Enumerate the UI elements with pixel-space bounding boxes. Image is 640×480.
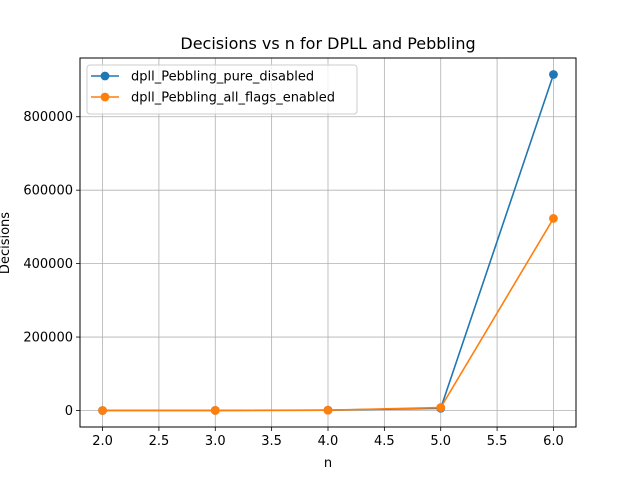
data-point — [210, 406, 220, 415]
y-tick-label: 200000 — [23, 331, 73, 346]
x-tick-label: 2.0 — [92, 434, 113, 449]
x-tick-label: 5.0 — [430, 434, 451, 449]
legend-item: dpll_Pebbling_pure_disabled — [91, 70, 314, 85]
y-axis-label: Decisions — [0, 212, 13, 274]
series-2 — [98, 214, 558, 415]
series-lines — [98, 70, 558, 415]
legend-box — [86, 64, 358, 115]
plot-frame — [79, 57, 577, 428]
y-tick-label: 0 — [65, 404, 73, 419]
y-tick-label: 600000 — [23, 184, 73, 199]
legend-marker — [100, 92, 110, 102]
data-point — [549, 70, 558, 79]
x-tick-label: 3.0 — [205, 434, 226, 449]
x-tick-label: 6.0 — [543, 434, 564, 449]
y-tick-label: 800000 — [23, 110, 73, 125]
legend-item: dpll_Pebbling_all_flags_enabled — [91, 91, 335, 106]
x-tick-label: 2.5 — [149, 434, 170, 449]
legend-items: dpll_Pebbling_pure_disabled dpll_Pebbling… — [91, 70, 335, 106]
legend-marker — [100, 71, 110, 81]
x-axis-label: n — [324, 456, 332, 471]
y-axis-ticks: 0 200000 400000 600000 800000 — [23, 110, 80, 419]
chart-title: Decisions vs n for DPLL and Pebbling — [180, 34, 475, 53]
legend-label: dpll_Pebbling_all_flags_enabled — [131, 91, 335, 106]
legend-label: dpll_Pebbling_pure_disabled — [131, 70, 314, 85]
legend: dpll_Pebbling_pure_disabled dpll_Pebbling… — [86, 64, 358, 115]
data-point — [549, 214, 558, 223]
x-tick-label: 3.5 — [261, 434, 282, 449]
data-point — [98, 406, 107, 415]
x-tick-label: 4.0 — [318, 434, 339, 449]
x-tick-label: 5.5 — [487, 434, 508, 449]
y-tick-label: 400000 — [23, 257, 73, 272]
x-axis-ticks: 2.0 2.5 3.0 3.5 4.0 4.5 5.0 5.5 6.0 — [92, 427, 564, 449]
data-point — [323, 405, 333, 415]
data-point — [436, 403, 446, 412]
x-tick-label: 4.5 — [374, 434, 395, 449]
